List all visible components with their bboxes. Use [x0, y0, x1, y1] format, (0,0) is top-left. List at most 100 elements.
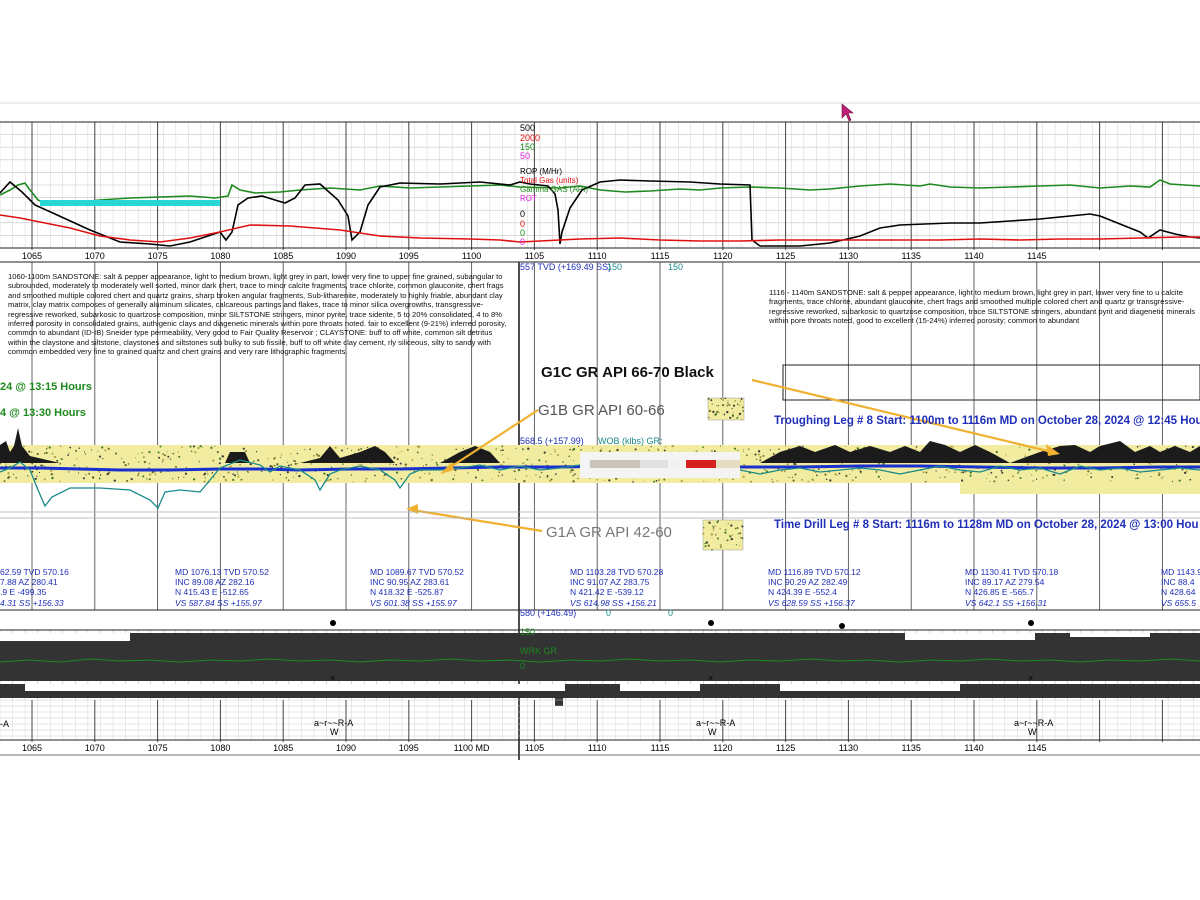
depth-scale-top: 1065 1070 1075 1080 1085 1090 1095 1100 1105 1110…: [22, 251, 1046, 261]
depth-tick-top: 1130: [839, 251, 858, 261]
svg-text:×: ×: [330, 673, 335, 683]
depth-tick-top: 1140: [964, 251, 983, 261]
wrk-gr-curve: [0, 658, 1200, 663]
depth-tick-bottom: 1095: [399, 743, 419, 753]
survey-block: MD 1076.13 TVD 570.52 INC 89.08 AZ 282.1…: [175, 567, 269, 608]
scale-0-c: 0: [520, 228, 525, 238]
bottom-code-2: a~r~~R-A: [696, 718, 735, 728]
g1b-label: G1B GR API 60-66: [538, 402, 665, 419]
depth-tick-bottom: 1110: [588, 743, 607, 753]
rop-curve: [0, 179, 1200, 247]
bottom-track-grid: [0, 699, 1200, 756]
survey-block: MD 1103.28 TVD 570.28 INC 91.07 AZ 283.7…: [570, 567, 664, 608]
legend-gamma: Gamma GAS (API): [520, 185, 588, 194]
depth-tick-bottom: 1065: [22, 743, 42, 753]
label-0-b: 0: [668, 608, 673, 618]
g1a-label: G1A GR API 42-60: [546, 524, 672, 541]
survey-block: MD 1130.41 TVD 570.18 INC 89.17 AZ 279.5…: [965, 567, 1059, 608]
depth-tick-bottom: 1085: [273, 743, 293, 753]
bottom-code-1: a~r~~R-A: [314, 718, 353, 728]
legend-box-upper: [782, 364, 1200, 401]
depth-tick-top: 1095: [399, 251, 419, 261]
bottom-sub-3: W: [1028, 727, 1037, 737]
g1c-label: G1C GR API 66-70 Black: [541, 364, 714, 381]
depth-tick-bottom: 1070: [85, 743, 105, 753]
top-track-scale: 500 2000 150 50 ROP (M/Hr) Total Gas (un…: [520, 123, 588, 247]
depth-tick-bottom: 1140: [964, 743, 983, 753]
wrk-gr-label: WRK GR: [520, 646, 557, 656]
svg-text:×: ×: [708, 673, 713, 683]
legend-rop: ROP (M/Hr): [520, 167, 562, 176]
depth-tick-bottom: 1080: [210, 743, 230, 753]
label-0-c: 0: [520, 661, 525, 671]
survey-block: 62.59 TVD 570.16 7.88 AZ 280.41 .9 E -49…: [0, 567, 69, 608]
time-label-1: 24 @ 13:15 Hours: [0, 381, 93, 393]
legend-gas: Total Gas (units): [520, 176, 579, 185]
scale-50: 50: [520, 151, 530, 161]
depth-tick-bottom: 1115: [651, 743, 670, 753]
depth-tick-bottom: 1105: [525, 743, 544, 753]
depth-tick-top: 1145: [1027, 251, 1046, 261]
label-150-c: 150: [520, 627, 535, 637]
depth-tick-top: 1120: [713, 251, 732, 261]
cursor-icon: [841, 103, 854, 122]
legend-rot: ROT: [520, 194, 537, 203]
scale-150: 150: [520, 142, 535, 152]
tvd-150-a: 150: [607, 262, 622, 272]
bottom-sub-1: W: [330, 727, 339, 737]
bottom-code-3: a~r~~R-A: [1014, 718, 1053, 728]
depth-tick-top: 1065: [22, 251, 42, 261]
lower-dark-bars: [0, 633, 1200, 706]
gr-teal-curve: [0, 459, 1200, 510]
depth-tick-bottom: 1075: [148, 743, 168, 753]
depth-tick-bottom: 1120: [713, 743, 732, 753]
depth-tick-top: 1125: [776, 251, 795, 261]
survey-block: MD 1089.67 TVD 570.52 INC 90.95 AZ 283.6…: [370, 567, 464, 608]
depth-tick-top: 1105: [525, 251, 544, 261]
annotation-arrows: [406, 378, 1060, 533]
sand-swatch-g1b: [707, 397, 745, 421]
g1c-black-fill: [0, 428, 1200, 463]
left-code-a: -A: [0, 719, 9, 729]
depth-tick-top: 1075: [148, 251, 168, 261]
bottom-sub-2: W: [708, 727, 717, 737]
top-track-grid: [0, 121, 1200, 250]
x-markers: × × ×: [330, 673, 1033, 683]
depth-tick-top: 1085: [273, 251, 293, 261]
label-580: 580 (+146.49): [520, 608, 576, 618]
scale-0-a: 0: [520, 209, 525, 219]
bottom-codes: a~r~~R-A W a~r~~R-A W a~r~~R-A W: [314, 718, 1053, 737]
gr-blue-curve: [0, 464, 1200, 472]
sand-band-right: [960, 480, 1200, 494]
troughing-leg-label: Troughing Leg # 8 Start: 1100m to 1116m …: [774, 415, 1200, 427]
survey-block: MD 1116.89 TVD 570.12 INC 90.29 AZ 282.4…: [768, 567, 861, 608]
depth-tick-bottom: 1135: [902, 743, 921, 753]
wob-label: WOB (klbs) GR:: [598, 436, 663, 446]
survey-block: MD 1143.9 INC 88.4 N 428.64 VS 655.5: [1161, 567, 1200, 608]
gas-curve: [0, 214, 1200, 243]
depth-tick-bottom: 1090: [336, 743, 356, 753]
depth-tick-top: 1110: [588, 251, 607, 261]
depth-tick-top: 1115: [651, 251, 670, 261]
depth-scale-bottom: 1065 1070 1075 1080 1085 1090 1095 1100 MD 1105 1…: [22, 743, 1046, 753]
depth-tick-top: 1135: [902, 251, 921, 261]
cyan-highlight: [40, 200, 220, 206]
scale-0-d: 0: [520, 237, 525, 247]
time-label-2: 4 @ 13:30 Hours: [0, 407, 86, 419]
mid-depth-label: 568.5 (+157.99): [520, 436, 584, 446]
sand-swatch-g1a: [702, 519, 744, 551]
tvd-label: 557 TVD (+169.49 SS): [520, 262, 611, 272]
depth-tick-bottom: 1100 MD: [454, 743, 490, 753]
lithology-description-left: 1060-1100m SANDSTONE: salt & pepper appe…: [8, 272, 507, 357]
depth-tick-top: 1090: [336, 251, 356, 261]
gamma-curve-top: [0, 179, 1200, 205]
time-drill-leg-label: Time Drill Leg # 8 Start: 1116m to 1128m…: [774, 519, 1199, 531]
depth-tick-bottom: 1145: [1027, 743, 1046, 753]
depth-tick-bottom: 1130: [839, 743, 858, 753]
depth-tick-top: 1070: [85, 251, 105, 261]
scale-500: 500: [520, 123, 535, 133]
depth-tick-bottom: 1125: [776, 743, 795, 753]
wellbore-graphic: [580, 452, 740, 478]
depth-tick-top: 1100: [462, 251, 481, 261]
